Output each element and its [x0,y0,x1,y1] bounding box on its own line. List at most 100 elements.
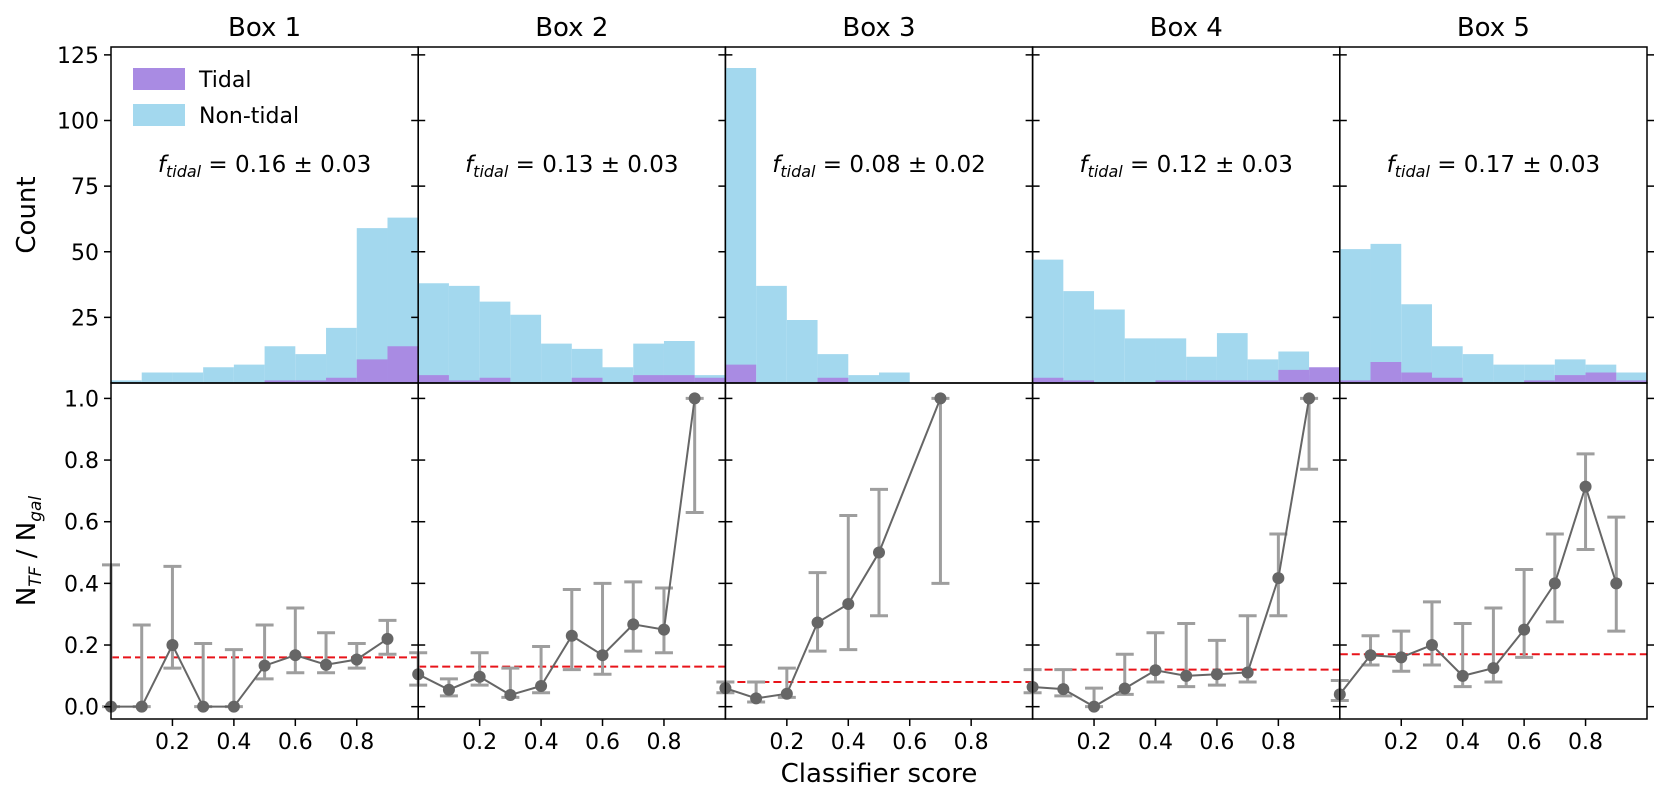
nontidal-bar-box4-bin7 [1247,359,1279,383]
tidal-bar-box5-bin1 [1370,362,1402,383]
xtick-label-box4-1: 0.4 [1138,730,1173,755]
nontidal-bar-box1-bin7 [326,327,357,383]
data-point-box5-pt5 [1487,662,1500,675]
data-point-box1-pt4 [227,700,240,713]
xtick-label-box3-3: 0.8 [954,730,989,755]
nontidal-bar-box2-bin4 [541,343,572,383]
data-point-box3-pt2 [780,687,793,700]
bottom-ylabel-part-1: TF [26,566,46,586]
nontidal-bar-box1-bin5 [264,346,296,383]
top-y-axis-title: Count [12,176,42,253]
nontidal-bar-box5-bin2 [1401,304,1432,383]
data-point-box2-pt6 [596,649,609,662]
legend-label-0: Tidal [198,68,251,93]
data-point-box2-pt1 [442,683,455,696]
nontidal-bar-box1-bin0 [111,380,142,383]
panel-title-box4: Box 4 [1150,13,1223,43]
tidal-bar-box4-bin5 [1186,380,1217,383]
nontidal-bar-box2-bin6 [602,367,634,383]
bottom-ytick-label-3: 0.6 [64,511,99,536]
data-point-box2-pt5 [565,629,578,642]
tidal-bar-box4-bin1 [1063,380,1095,383]
nontidal-bar-box2-bin1 [448,285,480,383]
ftidal-symbol-box5: f [1387,152,1398,178]
xtick-label-box4-3: 0.8 [1261,730,1296,755]
nontidal-bar-box3-bin1 [756,285,787,383]
tidal-bar-box1-bin8 [356,359,388,383]
data-point-box4-pt8 [1272,572,1285,585]
tidal-bar-box4-bin7 [1247,380,1279,383]
data-point-box1-pt2 [166,639,179,652]
nontidal-bar-box5-bin4 [1462,354,1494,383]
data-point-box2-pt9 [688,392,701,405]
ftidal-value-box3: = 0.08 ± 0.02 [816,152,986,178]
tidal-bar-box4-bin8 [1278,369,1310,383]
tidal-bar-box5-bin0 [1339,380,1371,383]
nontidal-bar-box5-bin9 [1616,372,1647,383]
panel-title-box1: Box 1 [228,13,301,43]
data-point-box1-pt7 [320,658,333,671]
bottom-ylabel-part-2: / N [12,522,42,567]
bottom-ylabel-part-3: gal [26,496,46,522]
ftidal-value-box4: = 0.12 ± 0.03 [1123,152,1293,178]
series-line-box4 [1032,398,1311,708]
nontidal-bar-box1-bin1 [141,372,173,383]
nontidal-bar-box2-bin5 [571,348,603,383]
data-point-box5-pt1 [1364,649,1377,662]
data-point-box1-pt6 [289,649,302,662]
bottom-panel-frame-box5 [1339,382,1648,720]
ftidal-value-box5: = 0.17 ± 0.03 [1430,152,1600,178]
data-point-box4-pt5 [1180,669,1193,682]
ftidal-annotation-box1: ftidal = 0.16 ± 0.03 [158,152,371,181]
nontidal-bar-box2-bin0 [418,283,449,383]
tidal-bar-box3-bin3 [817,377,849,383]
ftidal-subscript-box2: tidal [473,162,509,181]
data-point-box3-pt3 [811,616,824,629]
data-point-box3-pt4 [842,598,855,611]
ftidal-annotation-box2: ftidal = 0.13 ± 0.03 [465,152,678,181]
xtick-label-box5-2: 0.6 [1507,730,1542,755]
series-line-box1 [111,638,389,708]
data-point-box3-pt6 [934,392,947,405]
bottom-ylabel-part-0: N [12,587,42,606]
ftidal-subscript-box3: tidal [780,162,816,181]
xtick-label-box3-2: 0.6 [892,730,927,755]
tidal-bar-box4-bin4 [1155,380,1187,383]
tidal-bar-box5-bin8 [1585,372,1617,383]
data-point-box1-pt9 [381,632,394,645]
ftidal-subscript-box5: tidal [1395,162,1431,181]
ftidal-symbol-box2: f [465,152,476,178]
data-point-box2-pt2 [473,670,486,683]
bottom-ytick-label-5: 1.0 [64,387,99,412]
xtick-label-box3-1: 0.4 [831,730,866,755]
ftidal-annotation-box4: ftidal = 0.12 ± 0.03 [1079,152,1292,181]
ftidal-symbol-box1: f [158,152,169,178]
data-point-box2-pt7 [627,618,640,631]
series-line-box5 [1339,483,1618,695]
series-line-box2 [417,398,696,697]
data-point-box3-pt5 [873,546,885,559]
xtick-label-box2-2: 0.6 [585,730,620,755]
xtick-label-box3-0: 0.2 [769,730,804,755]
nontidal-bar-box5-bin0 [1339,249,1371,383]
nontidal-bar-box4-bin1 [1063,291,1095,383]
nontidal-bar-box2-bin3 [510,314,542,383]
nontidal-bar-box4-bin0 [1032,259,1064,383]
data-point-box1-pt5 [258,659,271,672]
ftidal-subscript-box4: tidal [1088,162,1124,181]
nontidal-bar-box1-bin3 [203,367,234,383]
xtick-label-box1-1: 0.4 [216,730,251,755]
nontidal-bar-box4-bin5 [1186,356,1217,383]
xtick-label-box5-1: 0.4 [1445,730,1480,755]
data-point-box1-pt8 [350,653,363,666]
nontidal-bar-box2-bin2 [479,301,511,383]
tidal-bar-box4-bin6 [1216,380,1248,383]
tidal-bar-box5-bin6 [1524,380,1555,383]
tidal-bar-box1-bin6 [295,380,327,383]
nontidal-bar-box4-bin4 [1155,338,1187,383]
ftidal-annotation-box3: ftidal = 0.08 ± 0.02 [772,152,985,181]
tidal-bar-box5-bin2 [1401,372,1432,383]
panel-title-box5: Box 5 [1457,13,1530,43]
xtick-label-box1-0: 0.2 [155,730,190,755]
data-point-box2-pt8 [657,623,670,636]
